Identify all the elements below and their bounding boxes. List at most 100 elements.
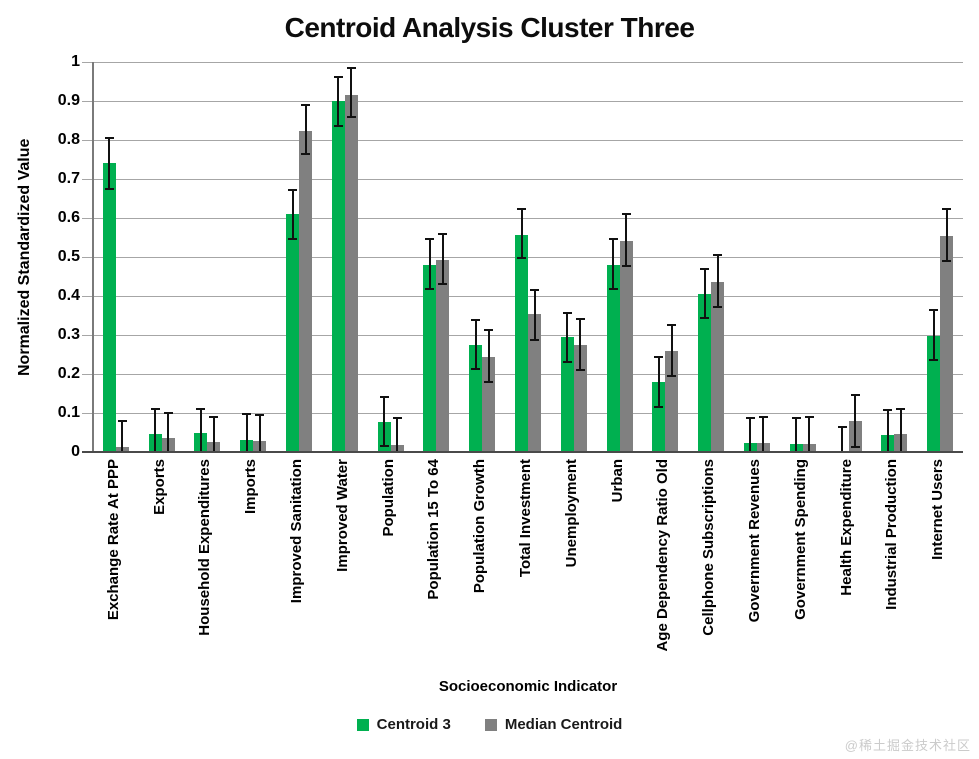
error-bar-cap xyxy=(804,415,814,418)
error-bar-line xyxy=(932,309,935,360)
error-bar-line xyxy=(108,138,111,189)
error-bar-cap xyxy=(929,358,939,361)
x-category-label: Exports xyxy=(150,459,168,515)
bar-median-centroid xyxy=(344,94,358,452)
y-axis-tick xyxy=(82,179,93,180)
error-bar-cap xyxy=(379,444,389,447)
y-tick-label: 0.5 xyxy=(57,248,80,265)
error-bar-cap xyxy=(517,257,526,260)
x-category-label: Cellphone Subscriptions xyxy=(700,459,718,636)
error-bar-line xyxy=(841,426,844,452)
y-tick-label: 0.9 xyxy=(57,92,80,109)
error-bar-line xyxy=(383,396,386,446)
error-bar-line xyxy=(337,77,340,126)
y-axis-tick xyxy=(82,62,93,63)
error-bar-line xyxy=(566,312,569,362)
error-bar-line xyxy=(121,420,124,452)
x-category-label: Population 15 To 64 xyxy=(425,459,443,600)
error-bar-cap xyxy=(346,67,356,70)
error-bar-line xyxy=(899,408,902,452)
bar-median-centroid xyxy=(619,241,633,452)
error-bar-cap xyxy=(301,103,311,106)
error-bar-cap xyxy=(288,238,298,241)
error-bar-cap xyxy=(301,153,311,156)
gridline xyxy=(93,140,963,141)
error-bar-line xyxy=(657,356,660,407)
error-bar-line xyxy=(945,209,948,261)
y-tick-label: 0.3 xyxy=(57,326,80,343)
error-bar-cap xyxy=(438,233,448,236)
error-bar-cap xyxy=(438,283,448,286)
error-bar-line xyxy=(854,395,857,447)
error-bar-cap xyxy=(117,419,127,422)
error-bar-cap xyxy=(562,311,572,314)
error-bar-line xyxy=(579,319,582,371)
error-bar-line xyxy=(428,239,431,289)
bar-median-centroid xyxy=(711,281,725,452)
x-category-label: Internet Users xyxy=(929,459,947,560)
error-bar-cap xyxy=(288,188,298,191)
error-bar-cap xyxy=(255,413,265,416)
error-bar-cap xyxy=(837,425,847,428)
y-axis-tick xyxy=(82,257,93,258)
error-bar-cap xyxy=(562,360,572,363)
error-bar-cap xyxy=(333,76,343,79)
error-bar-cap xyxy=(196,408,206,411)
error-bar-cap xyxy=(621,264,631,267)
error-bar-cap xyxy=(700,268,710,271)
error-bar-line xyxy=(258,414,261,452)
error-bar-cap xyxy=(896,407,906,410)
gridline xyxy=(93,218,963,219)
error-bar-line xyxy=(199,409,202,452)
legend-label-centroid-3: Centroid 3 xyxy=(376,716,451,733)
x-category-label: Imports xyxy=(242,459,260,515)
error-bar-line xyxy=(716,255,719,307)
bar-centroid-3 xyxy=(560,336,574,452)
legend: Centroid 3 Median Centroid xyxy=(0,716,979,733)
error-bar-cap xyxy=(104,187,114,190)
error-bar-cap xyxy=(163,412,173,414)
bar-median-centroid xyxy=(573,344,587,452)
error-bar-cap xyxy=(517,208,526,211)
bar-centroid-3 xyxy=(469,344,483,452)
bar-centroid-3 xyxy=(698,294,712,452)
x-category-label: Government Revenues xyxy=(745,459,763,623)
error-bar-cap xyxy=(621,213,631,216)
error-bar-cap xyxy=(654,405,664,408)
y-tick-label: 0.2 xyxy=(57,365,80,382)
error-bar-cap xyxy=(713,254,723,257)
error-bar-cap xyxy=(392,417,402,420)
error-bar-cap xyxy=(942,208,952,211)
legend-swatch-median-centroid-icon xyxy=(484,718,497,731)
error-bar-line xyxy=(441,234,444,285)
error-bar-line xyxy=(474,320,477,369)
error-bar-cap xyxy=(608,238,618,241)
error-bar-cap xyxy=(104,137,114,140)
x-category-label: Age Dependency Ratio Old xyxy=(654,459,672,652)
x-axis-title: Socioeconomic Indicator xyxy=(438,678,618,695)
error-bar-line xyxy=(291,189,294,240)
watermark: @稀土掘金技术社区 xyxy=(844,738,971,753)
error-bar-cap xyxy=(654,355,664,358)
error-bar-cap xyxy=(942,259,952,262)
error-bar-cap xyxy=(484,328,494,331)
error-bar-line xyxy=(245,414,248,452)
error-bar-cap xyxy=(791,417,801,420)
gridline xyxy=(93,296,963,297)
y-axis-tick xyxy=(82,374,93,375)
legend-label-median-centroid: Median Centroid xyxy=(504,716,623,733)
y-tick-label: 0.8 xyxy=(57,131,80,148)
error-bar-cap xyxy=(379,395,389,398)
bar-median-centroid xyxy=(299,131,313,452)
error-bar-cap xyxy=(850,394,860,397)
x-category-label: Household Expenditures xyxy=(196,459,214,636)
x-category-label: Improved Water xyxy=(333,459,351,572)
x-category-label: Population xyxy=(379,459,397,537)
bar-centroid-3 xyxy=(331,101,345,452)
error-bar-cap xyxy=(745,417,755,420)
error-bar-cap xyxy=(150,408,160,411)
error-bar-cap xyxy=(758,415,768,418)
error-bar-cap xyxy=(713,305,723,308)
x-category-label: Total Investment xyxy=(517,459,534,578)
